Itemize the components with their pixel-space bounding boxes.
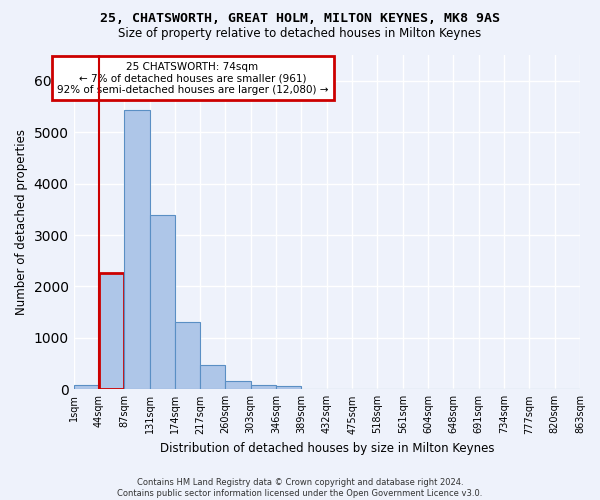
X-axis label: Distribution of detached houses by size in Milton Keynes: Distribution of detached houses by size … [160, 442, 494, 455]
Text: Size of property relative to detached houses in Milton Keynes: Size of property relative to detached ho… [118, 28, 482, 40]
Bar [276, 386, 301, 390]
Bar [200, 364, 226, 390]
Text: 25, CHATSWORTH, GREAT HOLM, MILTON KEYNES, MK8 9AS: 25, CHATSWORTH, GREAT HOLM, MILTON KEYNE… [100, 12, 500, 26]
Text: 25 CHATSWORTH: 74sqm
← 7% of detached houses are smaller (961)
92% of semi-detac: 25 CHATSWORTH: 74sqm ← 7% of detached ho… [57, 62, 328, 94]
Bar [74, 386, 99, 390]
Bar [226, 382, 251, 390]
Text: Contains HM Land Registry data © Crown copyright and database right 2024.
Contai: Contains HM Land Registry data © Crown c… [118, 478, 482, 498]
Y-axis label: Number of detached properties: Number of detached properties [15, 129, 28, 315]
Bar [124, 110, 149, 390]
Bar [99, 272, 124, 390]
Bar [175, 322, 200, 390]
Bar [251, 385, 276, 390]
Bar [149, 216, 175, 390]
